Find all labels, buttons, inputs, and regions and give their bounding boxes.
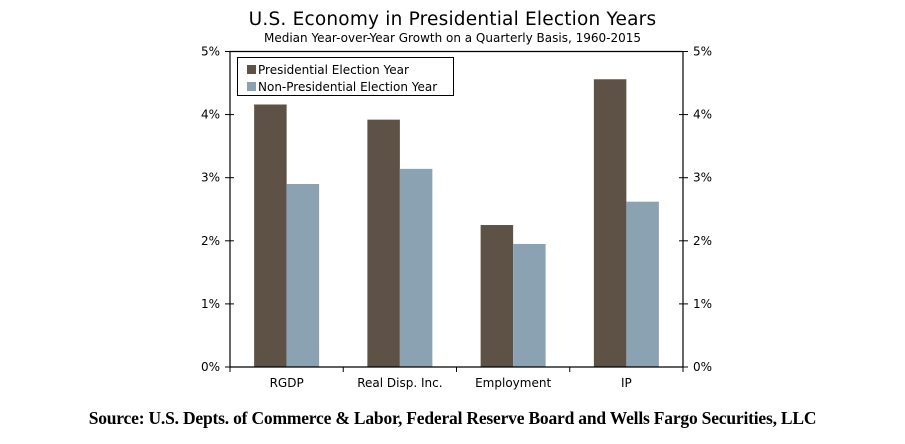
legend-swatch-non-presidential (247, 82, 256, 91)
bars-group (254, 79, 659, 367)
y-tick-label-right: 1% (693, 297, 712, 311)
legend-box (237, 57, 454, 96)
bar-non-presidential-employment (513, 243, 546, 367)
bar-presidential-ip (593, 79, 627, 367)
x-tick-label: Employment (475, 376, 551, 390)
y-tick-label-right: 4% (693, 108, 712, 122)
y-tick-label-right: 3% (693, 171, 712, 185)
source-note: Source: U.S. Depts. of Commerce & Labor,… (88, 408, 817, 428)
bar-non-presidential-real-disp-inc (399, 168, 433, 367)
legend-swatch-presidential (247, 65, 256, 74)
legend: Presidential Election Year Non-Presidenti… (237, 57, 454, 96)
x-tick-label: RGDP (270, 376, 304, 390)
bar-presidential-real-disp-inc (367, 119, 400, 367)
y-tick-label-right: 2% (693, 234, 712, 248)
bar-presidential-rgdp (254, 104, 287, 367)
y-tick-label-left: 2% (201, 234, 220, 248)
bar-presidential-employment (480, 225, 514, 367)
x-tick-label: Real Disp. Inc. (357, 376, 442, 390)
y-tick-label-right: 0% (693, 360, 712, 374)
y-tick-label-left: 1% (201, 297, 220, 311)
y-tick-label-left: 3% (201, 171, 220, 185)
chart-title: U.S. Economy in Presidential Election Ye… (248, 9, 657, 30)
bar-non-presidential-ip (626, 201, 659, 367)
bar-non-presidential-rgdp (286, 184, 320, 367)
chart-subtitle: Median Year-over-Year Growth on a Quarte… (263, 31, 642, 45)
axes-group: RGDP Real Disp. Inc. Employment IP 0% 0% 1% 1% 2… (201, 45, 712, 391)
legend-label-presidential: Presidential Election Year (258, 63, 409, 77)
legend-label-non-presidential: Non-Presidential Election Year (258, 80, 437, 94)
y-tick-label-left: 0% (201, 360, 220, 374)
y-tick-label-left: 4% (201, 108, 220, 122)
y-tick-label-left: 5% (201, 45, 220, 59)
x-tick-label: IP (621, 376, 632, 390)
y-tick-label-right: 5% (693, 45, 712, 59)
